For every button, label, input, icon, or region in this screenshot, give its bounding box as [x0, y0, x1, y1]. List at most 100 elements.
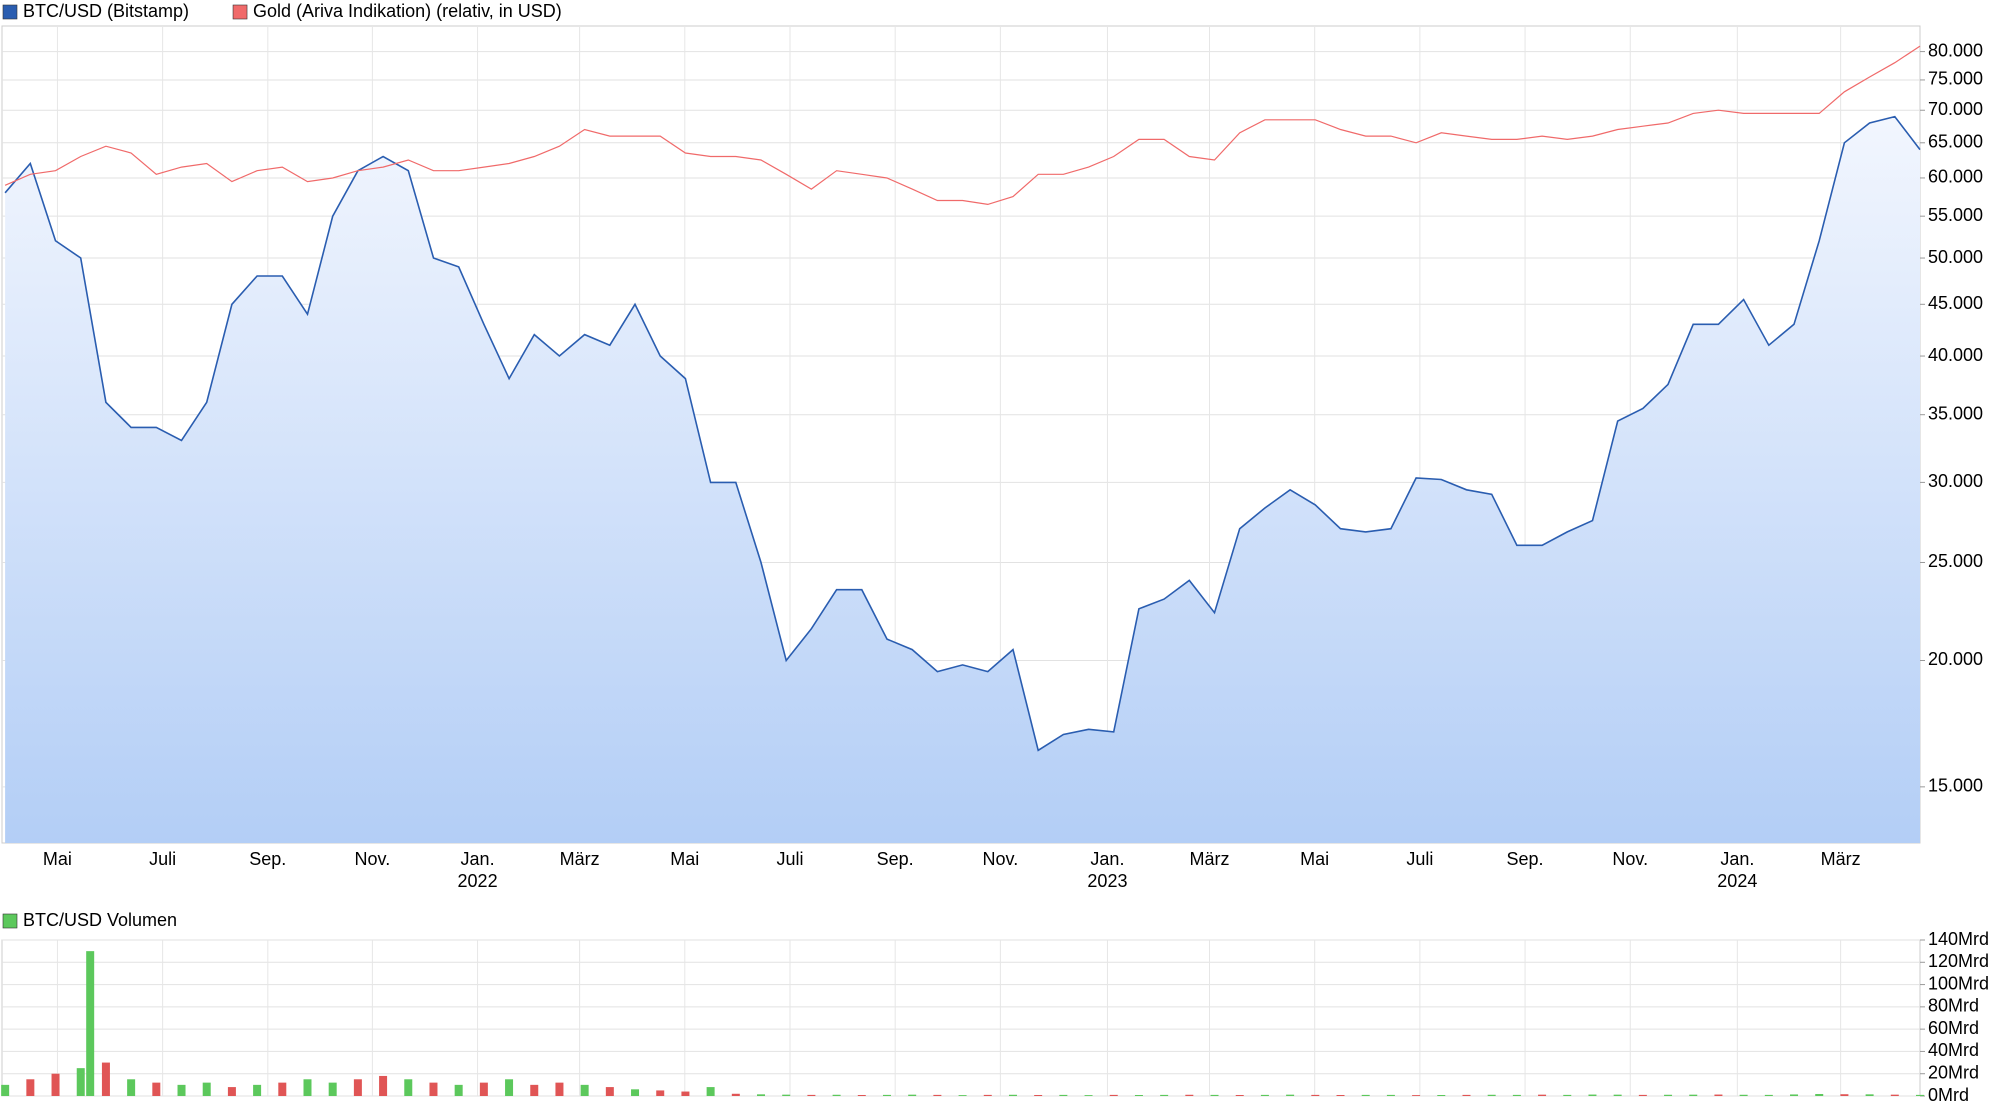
x-tick-label: Mai — [670, 849, 699, 869]
bar — [1059, 1094, 1068, 1096]
legend-swatch — [2, 4, 18, 20]
bar — [1790, 1094, 1799, 1096]
y-tick-label: 40Mrd — [1928, 1040, 1979, 1060]
bar — [1235, 1094, 1244, 1096]
bar — [958, 1095, 967, 1096]
bar — [555, 1082, 564, 1096]
bar — [530, 1084, 539, 1096]
bar — [1034, 1094, 1043, 1096]
y-tick-label: 35.000 — [1928, 403, 1983, 423]
x-tick-label: Juli — [776, 849, 803, 869]
bar — [1311, 1094, 1320, 1096]
y-tick-label: 75.000 — [1928, 69, 1983, 89]
bar — [1815, 1093, 1824, 1096]
bar — [86, 951, 95, 1096]
bar — [933, 1094, 942, 1096]
bar — [882, 1094, 891, 1096]
bar — [429, 1082, 438, 1096]
bar — [1185, 1094, 1194, 1096]
bar — [807, 1094, 816, 1096]
plot-area — [1, 939, 1921, 1097]
bar — [706, 1087, 715, 1096]
x-tick-label: Jan. — [1720, 849, 1754, 869]
bar — [1865, 1094, 1874, 1096]
y-tick-label: 45.000 — [1928, 293, 1983, 313]
bar — [1286, 1094, 1295, 1096]
x-tick-label: Sep. — [877, 849, 914, 869]
x-tick-label: März — [1821, 849, 1861, 869]
x-tick-label: Jan. — [461, 849, 495, 869]
bar — [681, 1091, 690, 1096]
legend-swatch — [232, 4, 248, 20]
line — [4, 115, 1921, 752]
bar — [1437, 1094, 1446, 1096]
bar — [1134, 1094, 1143, 1096]
x-tick-label: März — [560, 849, 600, 869]
y-tick-label: 50.000 — [1928, 247, 1983, 267]
bar — [1840, 1094, 1849, 1096]
y-tick-label: 55.000 — [1928, 205, 1983, 225]
x-tick-label: Sep. — [249, 849, 286, 869]
x-tick-label: Juli — [149, 849, 176, 869]
y-tick-label: 60.000 — [1928, 167, 1983, 187]
bar — [832, 1094, 841, 1096]
bar — [404, 1079, 413, 1096]
bar — [51, 1073, 60, 1096]
y-tick-label: 25.000 — [1928, 551, 1983, 571]
y-tick-label: 20.000 — [1928, 649, 1983, 669]
bar — [1487, 1094, 1496, 1096]
bar — [454, 1084, 463, 1096]
bar — [1386, 1094, 1395, 1096]
x-tick-year: 2024 — [1717, 871, 1757, 891]
bar — [1638, 1094, 1647, 1096]
bar — [1008, 1094, 1017, 1096]
bar — [328, 1082, 337, 1096]
bar — [1916, 1094, 1924, 1096]
bar — [253, 1084, 262, 1096]
legend-swatch — [2, 913, 18, 929]
bar — [757, 1094, 766, 1096]
y-tick-label: 20Mrd — [1928, 1062, 1979, 1082]
legend-label: BTC/USD Volumen — [23, 910, 177, 930]
x-tick-label: Nov. — [355, 849, 391, 869]
y-tick-label: 0Mrd — [1928, 1085, 1969, 1105]
y-tick-label: 140Mrd — [1928, 929, 1989, 949]
y-tick-label: 70.000 — [1928, 99, 1983, 119]
x-tick-label: Jan. — [1090, 849, 1124, 869]
bar — [1689, 1094, 1698, 1096]
bar — [127, 1079, 136, 1096]
bar — [1538, 1094, 1547, 1096]
y-tick-label: 60Mrd — [1928, 1018, 1979, 1038]
bar — [152, 1082, 161, 1096]
bar — [505, 1079, 514, 1096]
bar — [857, 1094, 866, 1096]
bar — [202, 1082, 211, 1096]
bar — [379, 1075, 388, 1096]
y-tick-label: 30.000 — [1928, 471, 1983, 491]
line — [4, 45, 1921, 206]
x-tick-label: Sep. — [1507, 849, 1544, 869]
y-tick-label: 100Mrd — [1928, 973, 1989, 993]
bar — [605, 1087, 614, 1096]
x-tick-label: Juli — [1406, 849, 1433, 869]
bar — [1, 1084, 10, 1096]
bar — [1361, 1094, 1370, 1096]
bar — [1109, 1094, 1118, 1096]
bar — [983, 1094, 992, 1096]
x-tick-label: Mai — [1300, 849, 1329, 869]
y-tick-label: 120Mrd — [1928, 951, 1989, 971]
bar — [631, 1089, 640, 1096]
bar — [353, 1079, 362, 1096]
bar — [1563, 1094, 1572, 1096]
bar — [1739, 1094, 1748, 1096]
bar — [26, 1079, 35, 1096]
bar — [1462, 1094, 1471, 1096]
bar — [1210, 1094, 1219, 1096]
bar — [479, 1082, 488, 1096]
y-tick-label: 15.000 — [1928, 776, 1983, 796]
bar — [303, 1079, 312, 1096]
y-tick-label: 40.000 — [1928, 345, 1983, 365]
bar — [1613, 1094, 1622, 1096]
bar — [1664, 1094, 1673, 1096]
y-tick-label: 65.000 — [1928, 132, 1983, 152]
